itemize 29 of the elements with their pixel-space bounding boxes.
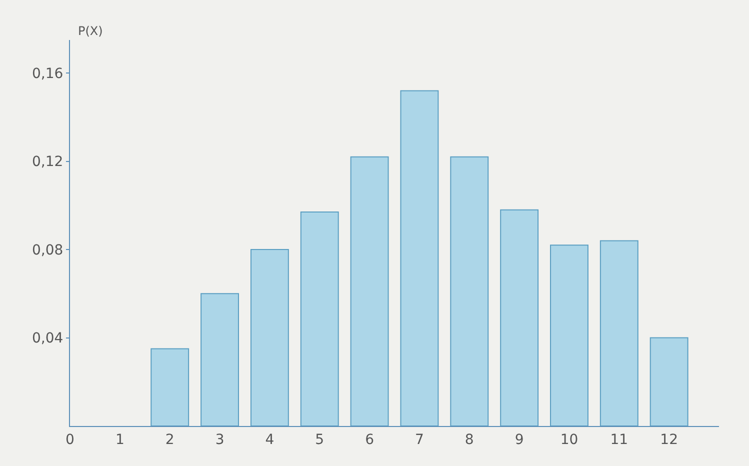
x-tick-label: 0: [66, 432, 74, 448]
bar: [450, 156, 489, 426]
bar: [400, 90, 439, 426]
x-tick-label: 8: [464, 432, 474, 448]
x-tick-label: 9: [514, 432, 524, 448]
bar: [550, 244, 588, 426]
bar: [250, 249, 289, 426]
y-tick-label: 0,16: [32, 66, 64, 82]
x-tick-label: 4: [265, 432, 274, 448]
y-axis-title: P(X): [78, 24, 103, 38]
bar: [500, 209, 539, 426]
x-tick-label: 1: [115, 432, 124, 448]
y-tick-label: 0,12: [32, 154, 64, 170]
x-tick-label: 7: [415, 432, 424, 448]
bar: [600, 240, 638, 426]
x-tick-label: 10: [560, 432, 578, 448]
x-tick-label: 3: [215, 432, 224, 448]
bar: [300, 212, 339, 426]
y-tick-label: 0,04: [32, 330, 64, 347]
x-tick-label: 2: [165, 432, 174, 448]
x-tick-label: 12: [660, 432, 678, 448]
bar: [350, 156, 389, 426]
bar: [200, 293, 239, 426]
bar: [650, 337, 688, 426]
x-tick-label: 11: [610, 432, 628, 448]
x-tick-label: 6: [365, 432, 374, 448]
x-tick-label: 5: [315, 432, 324, 448]
bar: [150, 348, 190, 426]
y-tick-label: 0,08: [32, 242, 64, 258]
